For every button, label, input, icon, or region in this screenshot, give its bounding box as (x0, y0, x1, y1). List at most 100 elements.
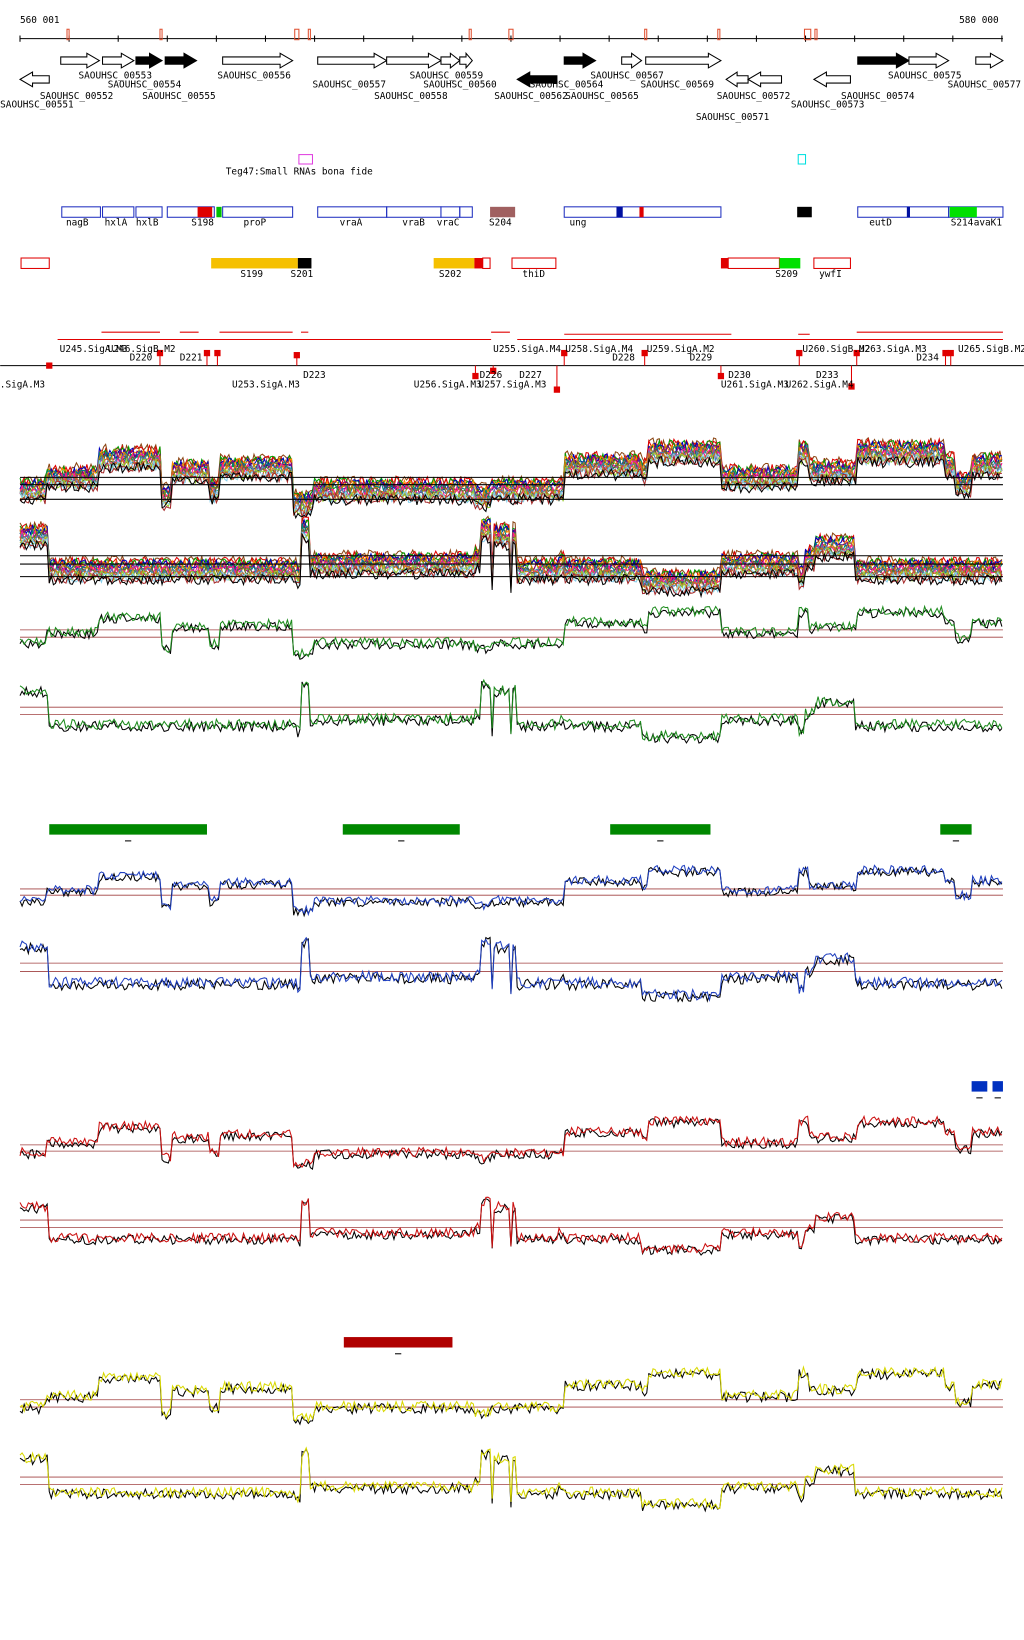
condition-bar (49, 824, 207, 835)
condition-bar (342, 824, 460, 835)
feature-fill (906, 206, 910, 218)
transcript-flag (947, 349, 954, 357)
condition-bar (971, 1081, 988, 1092)
condition-bar (343, 1337, 453, 1348)
feature-box (720, 258, 729, 269)
feature-box (727, 257, 780, 269)
gene-label: SAOUHSC_00575 (888, 70, 962, 81)
gene-arrow (857, 52, 910, 69)
feature-label: ung (569, 218, 586, 229)
feature-label: S214 (951, 218, 974, 229)
transcript-flag (490, 367, 497, 374)
gene-arrow (386, 52, 443, 69)
feature-box (101, 206, 135, 218)
transcript-label: D234 (916, 352, 939, 363)
trace (19, 681, 1003, 744)
transcript-label: U255.SigA.M4 (493, 344, 561, 355)
feature-label: proP (244, 218, 267, 229)
ruler-feature (717, 28, 721, 41)
gene-arrow (459, 51, 473, 70)
ruler-end: 580 000 (959, 15, 999, 26)
annotation: Teg47:Small RNAs bona fide (226, 166, 373, 177)
transcript-flag (853, 349, 860, 357)
transcript-label: U262.SigA.M4 (786, 380, 854, 391)
feature-label: hxlA (105, 218, 128, 229)
transcript-flag (848, 383, 855, 390)
trace (19, 1365, 1003, 1424)
feature-label: thiD (522, 269, 545, 280)
gene-label: SAOUHSC_00560 (423, 80, 497, 91)
transcript-flag (641, 349, 648, 357)
gene-label: SAOUHSC_00558 (374, 91, 448, 102)
gene-arrow (440, 52, 461, 69)
transcript-label: U259.SigA.M2 (647, 344, 715, 355)
feature-label: S199 (240, 269, 263, 280)
feature-label: vraA (340, 218, 363, 229)
gene-label: SAOUHSC_00573 (791, 100, 864, 111)
trace (19, 1448, 1003, 1513)
transcript-label: U253.SigA.M3 (232, 380, 300, 391)
transcript-label: D226 (480, 370, 503, 381)
gene-label: SAOUHSC_00557 (312, 80, 386, 91)
gene-arrow (18, 71, 50, 88)
trace (19, 1114, 1003, 1169)
feature-label: S202 (439, 269, 462, 280)
transcript-flag (203, 349, 211, 357)
gene-label: SAOUHSC_00572 (717, 91, 791, 102)
gene-arrow (725, 71, 749, 88)
feature-box (135, 206, 163, 218)
feature-label: hxlB (136, 218, 159, 229)
condition-bar (940, 824, 972, 835)
trace (19, 1196, 1003, 1255)
feature-label: vraB (402, 218, 425, 229)
feature-box (433, 258, 475, 269)
gene-label: SAOUHSC_00562 (494, 91, 567, 102)
feature-label: vraC (437, 218, 460, 229)
gene-arrow (101, 52, 135, 69)
trace (19, 864, 1003, 917)
feature-label: nagB (66, 218, 89, 229)
gene-label: SAOUHSC_00553 (78, 70, 152, 81)
srna-box (298, 154, 314, 165)
feature-fill (639, 206, 644, 218)
gene-arrow (516, 71, 558, 88)
feature-box (61, 206, 101, 218)
trace (19, 1116, 1003, 1171)
trace (19, 936, 1003, 1002)
transcript-flag (796, 349, 803, 357)
gene-arrow (975, 52, 1004, 69)
gene-label: SAOUHSC_00555 (142, 91, 216, 102)
ruler-feature (803, 28, 812, 41)
feature-fill (490, 206, 516, 218)
gene-arrow (222, 52, 294, 69)
transcript-label: U261.SigA.M3 (721, 380, 789, 391)
gene-label: SAOUHSC_00559 (410, 70, 484, 81)
transcript-label: U260.SigB.M2 (802, 344, 870, 355)
feature-box (297, 258, 312, 269)
gene-arrow (563, 52, 597, 69)
gene-arrow (908, 52, 950, 69)
gene-arrow (60, 52, 101, 69)
transcript-flag (46, 362, 53, 369)
gene-arrow (164, 52, 198, 69)
feature-label: ywfI (819, 269, 842, 280)
transcript-flag (942, 349, 949, 357)
feature-box (20, 257, 50, 269)
feature-label: avaK1 (974, 218, 1003, 229)
transcript-flag (561, 349, 568, 357)
transcript-label: D228 (612, 352, 635, 363)
feature-label: S201 (291, 269, 314, 280)
feature-fill (616, 206, 623, 218)
transcript-flag (156, 349, 164, 357)
trace (19, 678, 1003, 743)
ruler-feature (508, 28, 514, 41)
feature-fill (216, 206, 222, 218)
trace (19, 607, 1003, 660)
feature-label: S198 (191, 218, 214, 229)
gene-label: SAOUHSC_00567 (590, 70, 664, 81)
feature-box (440, 206, 461, 218)
ruler-feature (159, 28, 163, 41)
feature-box (857, 206, 950, 218)
condition-bar (992, 1081, 1003, 1092)
transcript-label: U246.SigB.M2 (108, 344, 176, 355)
